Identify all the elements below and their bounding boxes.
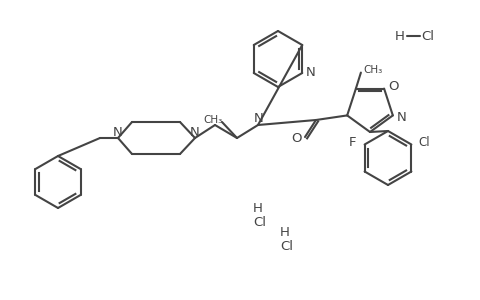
Text: O: O (388, 80, 398, 93)
Text: CH₃: CH₃ (204, 115, 223, 125)
Text: N: N (254, 112, 264, 124)
Text: F: F (349, 136, 356, 149)
Text: O: O (291, 131, 301, 145)
Text: N: N (305, 67, 315, 80)
Text: H: H (280, 226, 290, 239)
Text: N: N (190, 125, 200, 139)
Text: Cl: Cl (253, 217, 266, 230)
Text: N: N (113, 125, 123, 139)
Text: H: H (253, 202, 263, 215)
Text: N: N (397, 111, 407, 124)
Text: Cl: Cl (421, 29, 434, 43)
Text: H: H (395, 29, 405, 43)
Text: CH₃: CH₃ (363, 64, 383, 75)
Text: Cl: Cl (280, 241, 293, 254)
Text: Cl: Cl (419, 136, 430, 149)
